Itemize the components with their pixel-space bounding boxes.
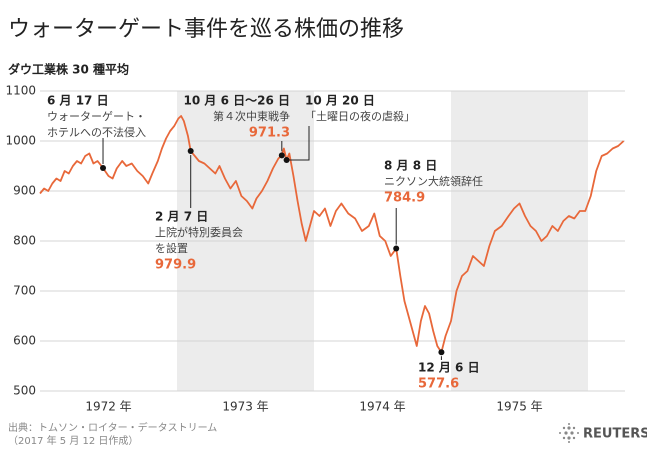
leader-line [289,126,310,161]
logo-icon [559,423,579,443]
event-marker [100,165,107,171]
annotation-date: 2 月 7 日 [155,210,208,224]
y-tick-label: 500 [13,384,36,398]
annotation-date: 10 月 6 日～26 日 [184,94,290,108]
event-marker [283,157,290,163]
y-tick-label: 800 [13,234,36,248]
annotation-text: 上院が特別委員会 [155,225,243,239]
x-tick-label: 1972 年 [85,400,131,414]
y-tick-label: 1100 [5,84,36,98]
chart-subtitle: ダウ工業株 30 種平均 [8,62,129,77]
annotation-date: 12 月 6 日 [418,361,480,375]
event-marker [278,152,285,159]
annotation-text: 「土曜日の夜の虐殺」 [305,109,415,123]
y-tick-label: 900 [13,184,36,198]
event-marker [438,349,445,356]
source: 出典：トムソン・ロイター・データストリーム [8,421,217,434]
y-tick-label: 700 [13,284,36,298]
annotation-value: 784.9 [384,191,425,206]
event-marker [393,245,400,252]
y-tick-label: 600 [13,334,36,348]
annotation-value: 979.9 [155,258,196,273]
logo-text: REUTERS [583,427,647,442]
annotation-text: 第４次中東戦争 [213,109,290,123]
annotation-date: 10 月 20 日 [305,94,375,108]
x-tick-label: 1973 年 [222,400,268,414]
y-tick-label: 1000 [5,134,36,148]
annotation-date: 8 月 8 日 [384,159,437,173]
event-marker [187,148,194,155]
annotation-date: 6 月 17 日 [47,94,109,108]
annotation-text: ホテルへの不法侵入 [47,125,146,139]
chart-title: ウォーターゲート事件を巡る株価の推移 [8,17,404,42]
source: （2017 年 5 月 12 日作成） [8,434,138,447]
annotation-text: ウォーターゲート・ [47,110,146,123]
line [39,115,625,354]
annotation-value: 971.3 [249,126,290,141]
annotation-text: を設置 [155,241,188,255]
annotation-value: 577.6 [418,377,459,392]
annotation-text: ニクソン大統領辞任 [384,174,483,188]
x-tick-label: 1974 年 [359,400,405,414]
x-tick-label: 1975 年 [496,400,542,414]
